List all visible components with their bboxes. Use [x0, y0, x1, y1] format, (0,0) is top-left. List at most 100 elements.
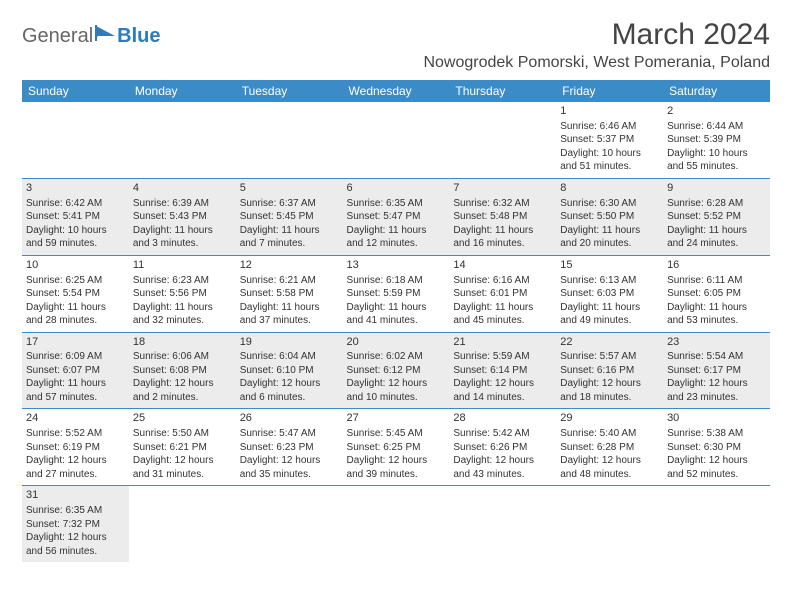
calendar-week-row: 3Sunrise: 6:42 AMSunset: 5:41 PMDaylight… — [22, 178, 770, 255]
daylight-text-2: and 49 minutes. — [560, 314, 659, 328]
day-number: 7 — [453, 181, 552, 196]
sunrise-text: Sunrise: 6:11 AM — [667, 274, 766, 288]
sunrise-text: Sunrise: 6:35 AM — [26, 504, 125, 518]
calendar-week-row: 31Sunrise: 6:35 AMSunset: 7:32 PMDayligh… — [22, 486, 770, 562]
weekday-header: Friday — [556, 80, 663, 102]
calendar-day-cell: 21Sunrise: 5:59 AMSunset: 6:14 PMDayligh… — [449, 332, 556, 409]
sunset-text: Sunset: 5:39 PM — [667, 133, 766, 147]
day-number: 11 — [133, 258, 232, 273]
location-text: Nowogrodek Pomorski, West Pomerania, Pol… — [423, 54, 770, 72]
daylight-text-1: Daylight: 12 hours — [560, 377, 659, 391]
daylight-text-1: Daylight: 10 hours — [26, 224, 125, 238]
daylight-text-2: and 10 minutes. — [347, 391, 446, 405]
calendar-day-cell: 4Sunrise: 6:39 AMSunset: 5:43 PMDaylight… — [129, 178, 236, 255]
calendar-table: SundayMondayTuesdayWednesdayThursdayFrid… — [22, 80, 770, 562]
daylight-text-2: and 51 minutes. — [560, 160, 659, 174]
calendar-empty-cell — [129, 486, 236, 562]
daylight-text-2: and 18 minutes. — [560, 391, 659, 405]
logo-flag-icon — [95, 24, 117, 42]
calendar-empty-cell — [236, 486, 343, 562]
daylight-text-2: and 31 minutes. — [133, 468, 232, 482]
sunset-text: Sunset: 6:01 PM — [453, 287, 552, 301]
daylight-text-2: and 16 minutes. — [453, 237, 552, 251]
sunrise-text: Sunrise: 6:35 AM — [347, 197, 446, 211]
sunset-text: Sunset: 6:17 PM — [667, 364, 766, 378]
sunrise-text: Sunrise: 6:28 AM — [667, 197, 766, 211]
sunset-text: Sunset: 6:26 PM — [453, 441, 552, 455]
calendar-day-cell: 22Sunrise: 5:57 AMSunset: 6:16 PMDayligh… — [556, 332, 663, 409]
daylight-text-1: Daylight: 12 hours — [560, 454, 659, 468]
sunrise-text: Sunrise: 6:44 AM — [667, 120, 766, 134]
daylight-text-2: and 20 minutes. — [560, 237, 659, 251]
sunrise-text: Sunrise: 6:42 AM — [26, 197, 125, 211]
sunrise-text: Sunrise: 6:46 AM — [560, 120, 659, 134]
day-number: 30 — [667, 411, 766, 426]
day-number: 22 — [560, 335, 659, 350]
calendar-week-row: 1Sunrise: 6:46 AMSunset: 5:37 PMDaylight… — [22, 102, 770, 178]
daylight-text-2: and 52 minutes. — [667, 468, 766, 482]
day-number: 8 — [560, 181, 659, 196]
daylight-text-1: Daylight: 12 hours — [453, 454, 552, 468]
daylight-text-2: and 14 minutes. — [453, 391, 552, 405]
sunset-text: Sunset: 6:19 PM — [26, 441, 125, 455]
weekday-header: Wednesday — [343, 80, 450, 102]
daylight-text-1: Daylight: 12 hours — [347, 377, 446, 391]
daylight-text-2: and 28 minutes. — [26, 314, 125, 328]
daylight-text-1: Daylight: 12 hours — [240, 377, 339, 391]
daylight-text-1: Daylight: 11 hours — [26, 301, 125, 315]
weekday-header: Monday — [129, 80, 236, 102]
daylight-text-2: and 55 minutes. — [667, 160, 766, 174]
sunset-text: Sunset: 5:58 PM — [240, 287, 339, 301]
day-number: 10 — [26, 258, 125, 273]
day-number: 21 — [453, 335, 552, 350]
day-number: 29 — [560, 411, 659, 426]
sunrise-text: Sunrise: 6:23 AM — [133, 274, 232, 288]
calendar-day-cell: 8Sunrise: 6:30 AMSunset: 5:50 PMDaylight… — [556, 178, 663, 255]
calendar-day-cell: 27Sunrise: 5:45 AMSunset: 6:25 PMDayligh… — [343, 409, 450, 486]
sunset-text: Sunset: 5:59 PM — [347, 287, 446, 301]
calendar-day-cell: 23Sunrise: 5:54 AMSunset: 6:17 PMDayligh… — [663, 332, 770, 409]
daylight-text-1: Daylight: 11 hours — [133, 224, 232, 238]
daylight-text-1: Daylight: 12 hours — [133, 454, 232, 468]
daylight-text-2: and 48 minutes. — [560, 468, 659, 482]
calendar-day-cell: 17Sunrise: 6:09 AMSunset: 6:07 PMDayligh… — [22, 332, 129, 409]
calendar-empty-cell — [22, 102, 129, 178]
day-number: 6 — [347, 181, 446, 196]
daylight-text-2: and 23 minutes. — [667, 391, 766, 405]
daylight-text-2: and 32 minutes. — [133, 314, 232, 328]
daylight-text-1: Daylight: 12 hours — [26, 531, 125, 545]
calendar-day-cell: 6Sunrise: 6:35 AMSunset: 5:47 PMDaylight… — [343, 178, 450, 255]
daylight-text-2: and 43 minutes. — [453, 468, 552, 482]
calendar-day-cell: 2Sunrise: 6:44 AMSunset: 5:39 PMDaylight… — [663, 102, 770, 178]
daylight-text-1: Daylight: 11 hours — [667, 301, 766, 315]
day-number: 13 — [347, 258, 446, 273]
sunrise-text: Sunrise: 6:13 AM — [560, 274, 659, 288]
calendar-day-cell: 15Sunrise: 6:13 AMSunset: 6:03 PMDayligh… — [556, 255, 663, 332]
calendar-day-cell: 31Sunrise: 6:35 AMSunset: 7:32 PMDayligh… — [22, 486, 129, 562]
calendar-empty-cell — [129, 102, 236, 178]
daylight-text-2: and 57 minutes. — [26, 391, 125, 405]
daylight-text-1: Daylight: 11 hours — [347, 224, 446, 238]
calendar-day-cell: 29Sunrise: 5:40 AMSunset: 6:28 PMDayligh… — [556, 409, 663, 486]
daylight-text-2: and 12 minutes. — [347, 237, 446, 251]
daylight-text-2: and 7 minutes. — [240, 237, 339, 251]
calendar-day-cell: 30Sunrise: 5:38 AMSunset: 6:30 PMDayligh… — [663, 409, 770, 486]
calendar-week-row: 24Sunrise: 5:52 AMSunset: 6:19 PMDayligh… — [22, 409, 770, 486]
day-number: 31 — [26, 488, 125, 503]
calendar-empty-cell — [343, 102, 450, 178]
daylight-text-1: Daylight: 11 hours — [560, 224, 659, 238]
day-number: 14 — [453, 258, 552, 273]
weekday-header: Tuesday — [236, 80, 343, 102]
sunrise-text: Sunrise: 5:59 AM — [453, 350, 552, 364]
daylight-text-2: and 6 minutes. — [240, 391, 339, 405]
day-number: 19 — [240, 335, 339, 350]
day-number: 2 — [667, 104, 766, 119]
month-title: March 2024 — [423, 18, 770, 52]
daylight-text-1: Daylight: 11 hours — [560, 301, 659, 315]
calendar-empty-cell — [236, 102, 343, 178]
calendar-empty-cell — [556, 486, 663, 562]
calendar-day-cell: 3Sunrise: 6:42 AMSunset: 5:41 PMDaylight… — [22, 178, 129, 255]
sunset-text: Sunset: 5:43 PM — [133, 210, 232, 224]
sunset-text: Sunset: 5:54 PM — [26, 287, 125, 301]
day-number: 17 — [26, 335, 125, 350]
